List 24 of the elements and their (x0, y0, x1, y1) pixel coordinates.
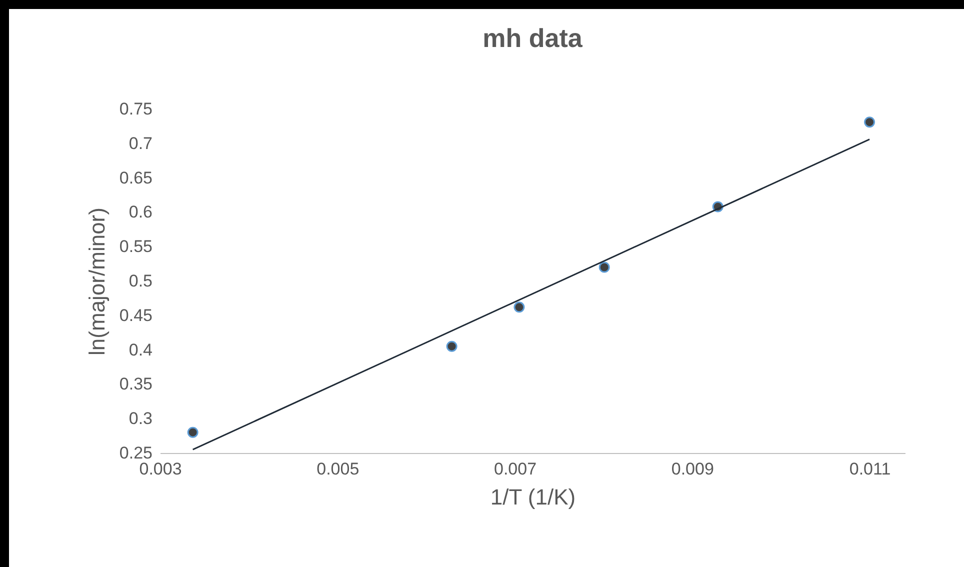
y-tick-label: 0.5 (128, 272, 152, 290)
point (514, 302, 525, 313)
point (446, 340, 458, 352)
y-tick-label: 0.35 (119, 374, 152, 394)
y-tick-label: 0.55 (119, 237, 152, 256)
x-tick-label: 0.009 (671, 460, 714, 478)
y-tick-label: 0.25 (119, 444, 152, 462)
y-tick-label: 0.3 (128, 409, 152, 428)
chart-title: mh data (482, 23, 583, 53)
x-tick-label: 0.007 (494, 460, 537, 478)
y-tick-label: 0.4 (128, 340, 152, 360)
x-tick-label: 0.003 (139, 460, 182, 478)
point (598, 262, 610, 273)
y-tick-label: 0.7 (128, 134, 152, 153)
y-tick-label: 0.65 (119, 168, 152, 188)
y-axis-title: ln(major/minor) (84, 208, 110, 356)
point (187, 426, 198, 438)
y-tick-label: 0.6 (128, 202, 152, 222)
x-axis-title: 1/T (1/K) (490, 484, 576, 510)
x-tick-label: 0.011 (849, 460, 891, 478)
x-tick-label: 0.005 (316, 460, 360, 478)
y-tick-label: 0.75 (119, 100, 152, 118)
point (864, 116, 876, 128)
y-tick-label: 0.45 (119, 306, 152, 325)
